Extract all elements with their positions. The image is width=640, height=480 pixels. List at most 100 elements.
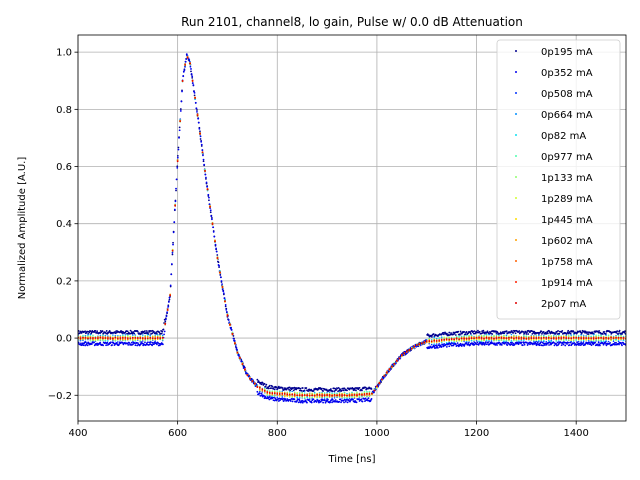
data-point — [518, 340, 520, 342]
data-point — [600, 336, 602, 339]
data-point — [205, 181, 208, 184]
data-point — [87, 334, 89, 336]
data-point — [366, 394, 368, 396]
data-point — [249, 377, 251, 380]
data-point — [448, 338, 450, 341]
data-point — [312, 398, 315, 401]
data-point — [588, 341, 591, 344]
data-point — [104, 337, 107, 339]
data-point — [433, 339, 436, 342]
data-point — [508, 335, 510, 338]
data-point — [458, 338, 460, 341]
data-point — [612, 337, 615, 339]
data-point — [535, 335, 538, 337]
data-point — [370, 398, 373, 400]
data-point — [469, 331, 472, 334]
data-point — [281, 390, 284, 393]
data-point — [558, 332, 561, 335]
data-point — [209, 211, 212, 214]
data-point — [358, 393, 361, 396]
data-point — [89, 330, 92, 333]
legend-marker — [515, 50, 517, 52]
data-point — [256, 386, 259, 388]
data-point — [261, 389, 264, 392]
data-point — [535, 340, 538, 343]
data-point — [570, 334, 572, 336]
data-point — [580, 337, 582, 340]
data-point — [468, 336, 470, 338]
data-point — [495, 337, 498, 340]
data-point — [89, 339, 92, 342]
data-point — [366, 390, 368, 393]
data-point — [346, 389, 348, 392]
data-point — [495, 336, 498, 339]
data-point — [227, 318, 230, 321]
data-point — [99, 336, 102, 339]
data-point — [136, 344, 139, 347]
data-point — [163, 333, 165, 336]
data-point — [326, 400, 329, 402]
legend-label: 1p758 mA — [541, 257, 593, 268]
data-point — [193, 91, 196, 94]
data-point — [465, 337, 468, 340]
data-point — [312, 390, 315, 392]
data-point — [311, 398, 313, 400]
data-point — [233, 339, 236, 342]
data-point — [167, 305, 170, 308]
data-point — [465, 331, 468, 333]
data-point — [291, 390, 294, 393]
data-point — [433, 336, 436, 339]
data-point — [311, 394, 313, 397]
data-point — [298, 396, 301, 399]
data-point — [265, 383, 268, 386]
data-point — [295, 388, 298, 391]
data-point — [270, 387, 272, 390]
data-point — [591, 331, 594, 334]
data-point — [258, 392, 261, 395]
data-point — [80, 342, 82, 345]
data-point — [443, 337, 445, 339]
data-point — [141, 337, 144, 340]
data-point — [281, 392, 284, 395]
data-point — [389, 368, 392, 371]
data-point — [555, 330, 558, 333]
data-point — [161, 338, 164, 341]
data-point — [398, 357, 401, 360]
data-point — [488, 333, 490, 336]
data-point — [487, 341, 489, 344]
data-point — [109, 337, 112, 340]
data-point — [386, 371, 388, 374]
data-point — [261, 388, 264, 391]
data-point — [298, 399, 301, 402]
data-point — [164, 320, 167, 323]
data-point — [550, 335, 553, 337]
data-point — [342, 399, 345, 402]
data-point — [84, 330, 87, 333]
data-point — [577, 334, 580, 337]
data-point — [306, 394, 308, 397]
data-point — [107, 336, 109, 338]
data-point — [402, 354, 405, 357]
data-point — [521, 344, 524, 347]
data-point — [196, 110, 198, 113]
data-point — [343, 394, 346, 397]
data-point — [106, 341, 109, 344]
data-point — [440, 336, 443, 339]
data-point — [154, 335, 157, 338]
data-point — [540, 337, 543, 339]
data-point — [127, 344, 130, 346]
data-point — [107, 337, 109, 340]
data-point — [166, 311, 168, 314]
data-point — [182, 75, 185, 78]
data-point — [310, 401, 313, 404]
data-point — [592, 336, 595, 339]
data-point — [237, 354, 240, 357]
data-point — [286, 393, 289, 396]
data-point — [264, 395, 267, 398]
data-point — [179, 120, 181, 122]
data-point — [428, 342, 431, 345]
data-point — [179, 110, 182, 112]
data-point — [102, 337, 104, 340]
data-point — [96, 330, 99, 333]
data-point — [297, 401, 300, 404]
